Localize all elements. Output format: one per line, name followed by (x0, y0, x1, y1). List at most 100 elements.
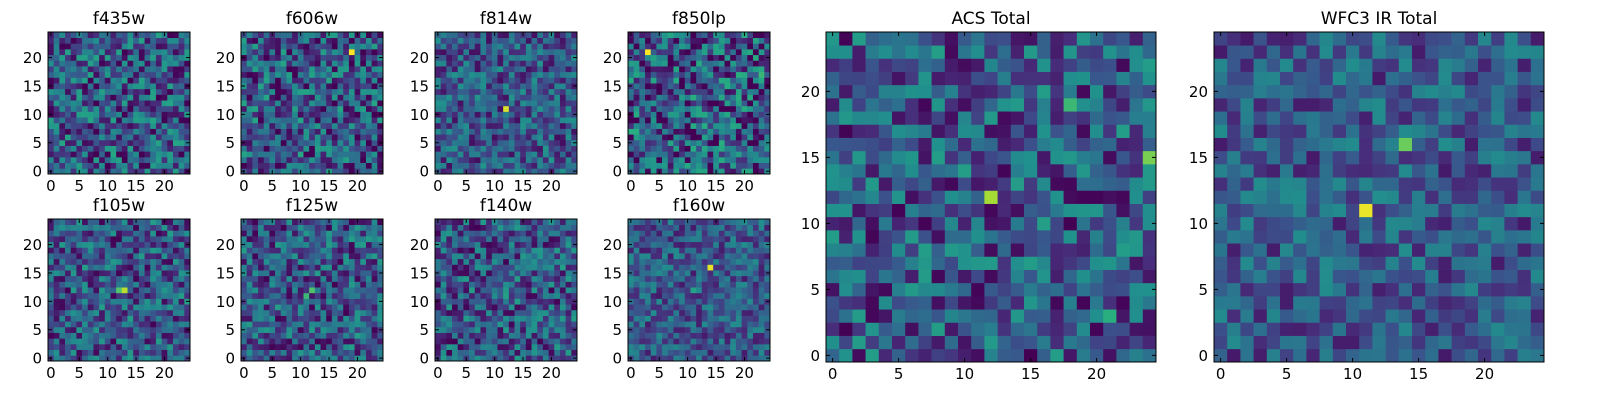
heatmap-cell (281, 129, 287, 135)
heatmap-cell (258, 123, 264, 129)
y-tick-label: 15 (603, 77, 622, 95)
heatmap-cell (526, 344, 532, 350)
heatmap-cell (679, 304, 685, 310)
heatmap-cell (298, 83, 304, 89)
heatmap-cell (372, 355, 378, 361)
x-tick-label: 5 (74, 364, 84, 382)
heatmap-cell (725, 60, 731, 66)
heatmap-cell (59, 83, 65, 89)
heatmap-cell (88, 123, 94, 129)
heatmap-cell (258, 276, 264, 282)
heatmap-cell (269, 225, 275, 231)
heatmap-cell (736, 293, 742, 299)
heatmap-cell (264, 299, 270, 305)
heatmap-cell (93, 100, 99, 106)
heatmap-cell (753, 355, 759, 361)
heatmap-cell (719, 276, 725, 282)
heatmap-cell (349, 112, 355, 118)
heatmap-cell (82, 117, 88, 123)
heatmap-cell (725, 338, 731, 344)
heatmap-cell (377, 49, 383, 55)
heatmap-cell (497, 270, 503, 276)
heatmap-cell (526, 333, 532, 339)
heatmap-cell (554, 225, 560, 231)
heatmap-cell (71, 321, 77, 327)
heatmap-cell (292, 293, 298, 299)
heatmap-cell (48, 60, 54, 66)
heatmap-cell (526, 129, 532, 135)
heatmap-cell (463, 321, 469, 327)
heatmap-cell (139, 344, 145, 350)
heatmap-cell (275, 350, 281, 356)
heatmap-cell (99, 333, 105, 339)
heatmap-cell (639, 129, 645, 135)
heatmap-cell (713, 304, 719, 310)
heatmap-cell (764, 129, 770, 135)
heatmap-cell (543, 32, 549, 38)
heatmap-cell (286, 100, 292, 106)
heatmap-cell (332, 66, 338, 72)
heatmap-cell (167, 100, 173, 106)
heatmap-cell (184, 247, 190, 253)
heatmap-cell (366, 316, 372, 322)
heatmap-cell (122, 230, 128, 236)
heatmap-cell (708, 276, 714, 282)
heatmap-cell (537, 344, 543, 350)
heatmap-cell (338, 151, 344, 157)
heatmap-cell (463, 276, 469, 282)
heatmap-cell (298, 140, 304, 146)
heatmap-cell (366, 264, 372, 270)
heatmap-cell (173, 89, 179, 95)
heatmap-cell (549, 321, 555, 327)
heatmap-cell (634, 123, 640, 129)
heatmap-cell (458, 333, 464, 339)
heatmap-cell (48, 310, 54, 316)
heatmap-cell (156, 327, 162, 333)
heatmap-cell (515, 140, 521, 146)
heatmap-cell (116, 264, 122, 270)
heatmap-cell (543, 55, 549, 61)
heatmap-cell (156, 72, 162, 78)
heatmap-cell (435, 146, 441, 152)
heatmap-cell (360, 259, 366, 265)
heatmap-cell (463, 94, 469, 100)
heatmap-cell (441, 242, 447, 248)
heatmap-cell (349, 146, 355, 152)
heatmap-cell (110, 55, 116, 61)
heatmap-cell (730, 281, 736, 287)
heatmap-cell (269, 163, 275, 169)
heatmap-cell (338, 123, 344, 129)
heatmap-cell (167, 32, 173, 38)
x-tick-label: 10 (291, 177, 310, 195)
heatmap-cell (281, 355, 287, 361)
heatmap-cell (753, 333, 759, 339)
heatmap-cell (441, 94, 447, 100)
heatmap-cell (492, 264, 498, 270)
heatmap-cell (753, 151, 759, 157)
heatmap-cell (543, 287, 549, 293)
heatmap-cell (662, 299, 668, 305)
heatmap-cell (571, 49, 577, 55)
heatmap-cell (150, 66, 156, 72)
heatmap-cell (742, 77, 748, 83)
heatmap-cell (662, 350, 668, 356)
heatmap-cell (65, 89, 71, 95)
heatmap-cell (292, 83, 298, 89)
heatmap-cell (685, 157, 691, 163)
heatmap-cell (110, 253, 116, 259)
heatmap-cell (747, 316, 753, 322)
heatmap-cell (122, 49, 128, 55)
heatmap-cell (173, 253, 179, 259)
heatmap-cell (532, 112, 538, 118)
heatmap-cell (372, 60, 378, 66)
heatmap-cell (366, 32, 372, 38)
heatmap-cell (702, 140, 708, 146)
heatmap-cell (515, 236, 521, 242)
heatmap-cell (105, 43, 111, 49)
heatmap-cell (673, 316, 679, 322)
heatmap-cell (526, 219, 532, 225)
heatmap-cell (668, 355, 674, 361)
heatmap-cell (275, 287, 281, 293)
heatmap-cell (480, 253, 486, 259)
heatmap-cell (452, 168, 458, 174)
